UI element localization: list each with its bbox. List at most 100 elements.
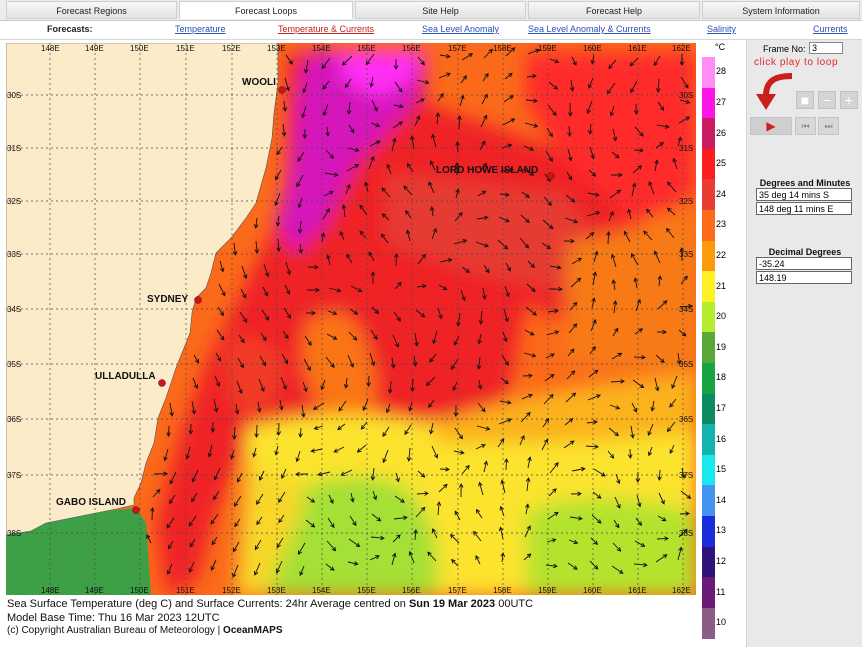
stop-button[interactable]: ■ <box>796 91 814 109</box>
current-arrow-icon <box>591 297 596 309</box>
current-arrow-icon <box>570 491 582 497</box>
current-arrow-icon <box>586 100 593 115</box>
current-arrow-icon <box>303 358 311 372</box>
current-arrow-icon <box>207 444 213 458</box>
current-arrow-icon <box>437 92 444 102</box>
link-temperature[interactable]: Temperature <box>175 24 226 34</box>
current-arrow-icon <box>386 163 392 175</box>
current-arrow-icon <box>456 312 461 327</box>
play-button[interactable]: ▶ <box>750 117 792 135</box>
current-arrow-icon <box>348 124 355 134</box>
current-arrow-icon <box>475 555 481 565</box>
current-arrow-icon <box>429 160 436 171</box>
colorbar-tick-label: 26 <box>716 127 727 138</box>
current-arrow-icon <box>633 355 646 360</box>
current-arrow-icon <box>163 448 169 462</box>
current-arrow-icon <box>370 122 381 128</box>
current-arrow-icon <box>608 210 614 222</box>
current-arrow-icon <box>210 513 219 525</box>
current-arrow-icon <box>542 417 550 428</box>
sst-current-map[interactable]: 148E 149E 150E 151E 152E 153E 154E 155E … <box>6 43 696 595</box>
current-arrow-icon <box>320 232 326 243</box>
current-arrow-icon <box>211 536 218 546</box>
current-arrow-icon <box>478 162 488 174</box>
current-arrow-icon <box>327 517 335 529</box>
lat-label-right: 38S <box>679 529 693 538</box>
link-sea-level-anomaly[interactable]: Sea Level Anomaly <box>422 24 500 34</box>
current-arrow-icon <box>346 253 353 264</box>
current-arrow-icon <box>371 99 378 112</box>
current-arrow-icon <box>368 155 375 170</box>
current-arrow-icon <box>346 164 360 172</box>
tab-forecast-help[interactable]: Forecast Help <box>528 1 700 19</box>
lat-label-left: 34S <box>7 305 21 314</box>
lon-label-top: 158E <box>493 44 512 53</box>
frame-number-input[interactable] <box>809 42 843 54</box>
previous-frame-button[interactable]: ⏮ <box>795 117 816 135</box>
caption-date: Sun 19 Mar 2023 <box>408 598 496 610</box>
current-arrow-icon <box>475 443 486 450</box>
lon-label-top: 153E <box>267 44 286 53</box>
current-arrow-icon <box>653 250 661 264</box>
current-arrow-icon <box>669 444 675 455</box>
current-arrow-icon <box>432 330 438 345</box>
next-frame-button[interactable]: ⏭ <box>818 117 839 135</box>
current-arrow-icon <box>429 353 437 363</box>
current-arrow-icon <box>524 525 531 538</box>
current-arrow-icon <box>303 59 309 74</box>
current-arrow-icon <box>453 335 460 346</box>
current-arrow-icon <box>279 399 284 411</box>
current-arrow-icon <box>548 286 563 292</box>
current-arrow-icon <box>680 76 689 89</box>
current-arrow-icon <box>415 506 426 518</box>
current-arrow-icon <box>356 444 367 453</box>
current-arrow-icon <box>237 357 244 369</box>
current-arrow-icon <box>666 207 676 216</box>
current-arrow-icon <box>567 348 575 357</box>
current-arrow-icon <box>218 283 226 297</box>
current-arrow-icon <box>497 438 505 448</box>
current-arrow-icon <box>393 103 404 109</box>
current-arrow-icon <box>393 515 408 521</box>
current-arrow-icon <box>631 402 638 413</box>
current-arrow-icon <box>567 102 573 117</box>
current-arrow-icon <box>633 277 639 289</box>
current-arrow-icon <box>658 492 665 505</box>
current-arrow-icon <box>274 445 279 456</box>
current-arrow-icon <box>285 261 292 276</box>
current-arrow-icon <box>569 79 575 92</box>
faster-button[interactable]: + <box>840 91 858 109</box>
current-arrow-icon <box>192 377 199 390</box>
link-sea-level-anomaly-currents[interactable]: Sea Level Anomaly & Currents <box>528 24 651 34</box>
link-temperature-currents[interactable]: Temperature & Currents <box>278 24 375 34</box>
current-arrow-icon <box>325 563 335 571</box>
current-arrow-icon <box>566 370 576 380</box>
current-arrow-icon <box>678 329 687 337</box>
colorbar-tick-label: 27 <box>716 96 727 107</box>
current-arrow-icon <box>612 300 618 314</box>
tab-site-help[interactable]: Site Help <box>355 1 526 19</box>
current-arrow-icon <box>452 381 458 392</box>
forecast-map[interactable]: 148E 149E 150E 151E 152E 153E 154E 155E … <box>6 43 696 595</box>
marker-sydney <box>194 296 202 304</box>
tab-forecast-regions[interactable]: Forecast Regions <box>6 1 177 19</box>
current-arrow-icon <box>549 58 560 64</box>
tab-forecast-loops[interactable]: Forecast Loops <box>179 1 353 19</box>
frame-number-label: Frame No: <box>763 44 806 54</box>
current-arrow-icon <box>636 494 642 508</box>
current-arrow-icon <box>261 309 270 321</box>
current-arrow-icon <box>216 329 225 341</box>
link-currents[interactable]: Currents <box>813 24 848 34</box>
slower-button[interactable]: − <box>818 91 836 109</box>
current-arrow-icon <box>563 238 575 244</box>
current-arrow-icon <box>611 352 623 360</box>
current-arrow-icon <box>404 424 412 435</box>
current-arrow-icon <box>459 94 465 107</box>
current-arrow-icon <box>666 227 675 239</box>
current-arrow-icon <box>548 488 557 497</box>
link-salinity[interactable]: Salinity <box>707 24 737 34</box>
current-arrow-icon <box>281 353 289 365</box>
current-arrow-icon <box>302 82 308 94</box>
tab-system-information[interactable]: System Information <box>702 1 860 19</box>
current-arrow-icon <box>454 510 461 521</box>
